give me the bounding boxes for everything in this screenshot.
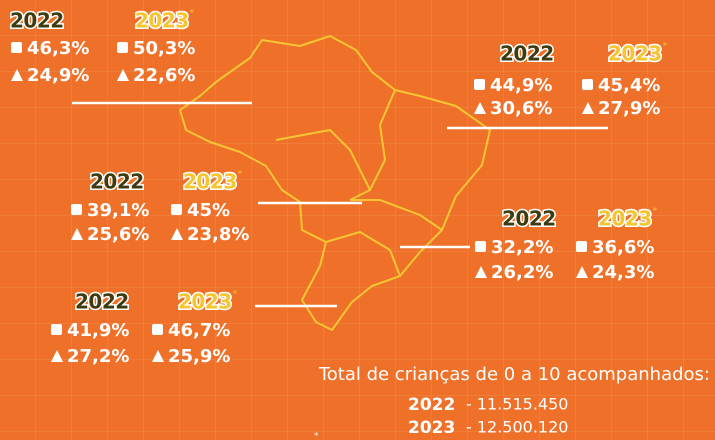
year-label: 2023 (135, 9, 189, 33)
footnote-mark: * (663, 42, 668, 52)
square-icon (171, 204, 182, 215)
square-icon (152, 324, 163, 335)
triangle-icon (582, 102, 594, 114)
total-year: 2023 (408, 418, 455, 438)
year-label: 2023 (183, 170, 237, 194)
triangle-value: 27,2% (67, 346, 129, 367)
square-value: 45,4% (598, 75, 660, 96)
square-icon (51, 324, 62, 335)
triangle-value: 30,6% (490, 98, 552, 119)
triangle-value: 22,6% (133, 65, 195, 86)
triangle-icon (51, 350, 63, 362)
square-value: 32,2% (491, 237, 553, 258)
footnote-mark: * (653, 207, 658, 217)
triangle-icon (474, 102, 486, 114)
year-label: 2022 (75, 290, 129, 314)
square-value: 46,3% (27, 38, 89, 59)
year-label: 2022 (502, 207, 556, 231)
square-value: 41,9% (67, 320, 129, 341)
triangle-value: 24,3% (592, 262, 654, 283)
brazil-map (179, 35, 491, 331)
triangle-icon (475, 266, 487, 278)
triangle-icon (117, 69, 129, 81)
triangle-value: 26,2% (491, 262, 553, 283)
square-value: 46,7% (168, 320, 230, 341)
square-value: 45% (187, 200, 230, 221)
triangle-value: 23,8% (187, 224, 249, 245)
triangle-icon (152, 350, 164, 362)
square-icon (117, 42, 128, 53)
triangle-icon (171, 228, 183, 240)
total-title: Total de crianças de 0 a 10 acompanhados… (318, 364, 710, 385)
total-value: - 12.500.120 (466, 418, 568, 437)
footnote-mark: * (314, 432, 319, 440)
total-value: - 11.515.450 (466, 395, 568, 414)
triangle-value: 24,9% (27, 65, 89, 86)
square-icon (582, 79, 593, 90)
footnote-mark: * (238, 170, 243, 180)
leader-lines (72, 101, 608, 308)
square-icon (71, 204, 82, 215)
square-value: 36,6% (592, 237, 654, 258)
triangle-icon (11, 69, 23, 81)
triangle-value: 25,9% (168, 346, 230, 367)
total-year: 2022 (408, 395, 455, 415)
year-label: 2022 (90, 170, 144, 194)
square-icon (11, 42, 22, 53)
year-label: 2023 (178, 290, 232, 314)
square-icon (576, 241, 587, 252)
triangle-value: 27,9% (598, 98, 660, 119)
square-value: 44,9% (490, 75, 552, 96)
triangle-icon (576, 266, 588, 278)
year-label: 2022 (10, 9, 64, 33)
triangle-icon (71, 228, 83, 240)
square-icon (475, 241, 486, 252)
square-value: 50,3% (133, 38, 195, 59)
square-icon (474, 79, 485, 90)
footnote-mark: * (233, 290, 238, 300)
footnote-mark: * (190, 9, 195, 19)
square-value: 39,1% (87, 200, 149, 221)
triangle-value: 25,6% (87, 224, 149, 245)
year-label: 2023 (608, 42, 662, 66)
year-label: 2023 (598, 207, 652, 231)
year-label: 2022 (500, 42, 554, 66)
